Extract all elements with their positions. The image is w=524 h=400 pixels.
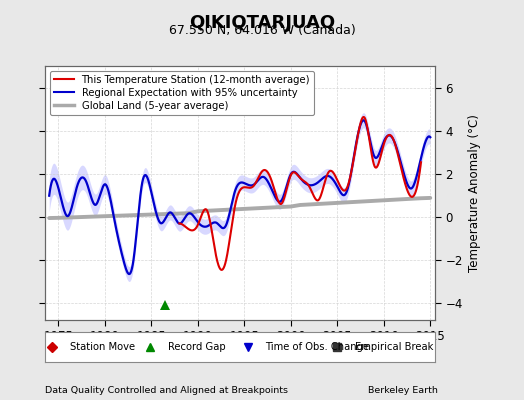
Text: Empirical Break: Empirical Break (355, 342, 433, 352)
Text: Data Quality Controlled and Aligned at Breakpoints: Data Quality Controlled and Aligned at B… (45, 386, 288, 395)
Text: 67.550 N, 64.016 W (Canada): 67.550 N, 64.016 W (Canada) (169, 24, 355, 37)
Text: Time of Obs. Change: Time of Obs. Change (265, 342, 369, 352)
Legend: This Temperature Station (12-month average), Regional Expectation with 95% uncer: This Temperature Station (12-month avera… (50, 71, 314, 115)
Text: Record Gap: Record Gap (168, 342, 225, 352)
Text: Berkeley Earth: Berkeley Earth (368, 386, 438, 395)
Y-axis label: Temperature Anomaly (°C): Temperature Anomaly (°C) (468, 114, 481, 272)
Text: Station Move: Station Move (70, 342, 135, 352)
Text: QIKIQTARJUAQ: QIKIQTARJUAQ (189, 14, 335, 32)
